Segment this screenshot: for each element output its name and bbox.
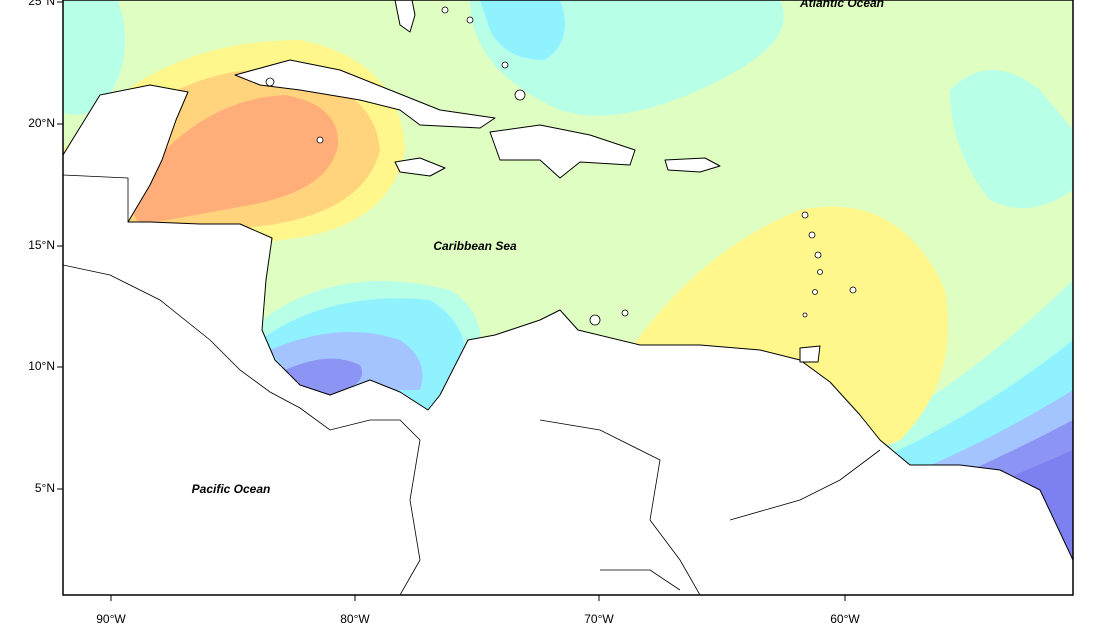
islands [265, 6, 857, 326]
frame [62, 0, 1074, 596]
florida [394, 0, 416, 33]
trinidad [799, 345, 821, 363]
cuba [234, 59, 496, 129]
land [63, 0, 1073, 595]
axes: 25°N 20°N 15°N 10°N 5°N 90°W 80°W 70°W 60°W [28, 0, 860, 626]
lat-tick-label: 20°N [28, 116, 55, 130]
pacific-coast [63, 264, 421, 595]
jamaica [394, 157, 446, 177]
lon-tick-label: 60°W [830, 612, 860, 626]
lat-tick-label: 10°N [28, 359, 55, 373]
border [539, 419, 701, 595]
puerto-rico [664, 157, 721, 173]
border [600, 569, 681, 591]
ocean-label: Pacific Ocean [192, 482, 271, 496]
lon-tick-label: 80°W [340, 612, 370, 626]
hispaniola [489, 124, 636, 179]
mainland [63, 84, 1073, 595]
ocean-label: Atlantic Ocean [799, 0, 884, 10]
lat-tick-label: 5°N [35, 481, 55, 495]
border [729, 449, 881, 521]
lat-tick-label: 15°N [28, 238, 55, 252]
lon-tick-label: 70°W [584, 612, 614, 626]
lat-tick-label: 25°N [28, 0, 55, 8]
lon-tick-label: 90°W [96, 612, 126, 626]
border [63, 174, 129, 222]
sea-label: Caribbean Sea [433, 239, 517, 253]
